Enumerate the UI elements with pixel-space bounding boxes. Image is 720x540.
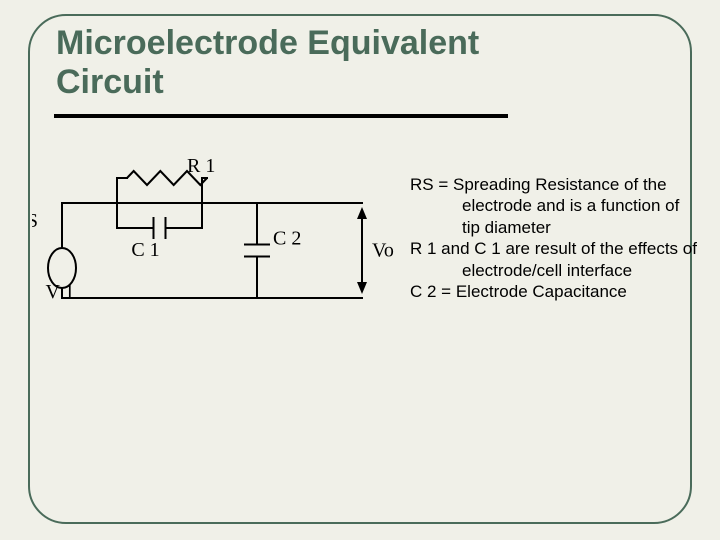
title-line-1: Microelectrode Equivalent [56, 24, 479, 62]
label-r1: R 1 [187, 158, 215, 177]
circuit-diagram: R 1 C 1 C 2 RS V 1 Vo [32, 158, 402, 318]
desc-item-0: RS = Spreading Resistance of the electro… [410, 174, 700, 238]
desc-text: R 1 and C 1 are result of the effects of… [410, 238, 700, 281]
label-vo: Vo [372, 240, 394, 262]
desc-lead: RS = [410, 175, 453, 194]
desc-item-2: C 2 = Electrode Capacitance [410, 281, 700, 302]
label-rs: RS [32, 210, 38, 232]
label-c2: C 2 [273, 228, 301, 250]
desc-text: Electrode Capacitance [456, 282, 627, 301]
label-c1: C 1 [131, 239, 159, 261]
desc-item-1: R 1 and C 1 are result of the effects of… [410, 238, 700, 281]
desc-text: Spreading Resistance of the electrode an… [453, 175, 679, 237]
desc-lead: C 2 = [410, 282, 456, 301]
label-v1: V 1 [45, 281, 74, 303]
title-underline [54, 114, 508, 118]
slide-title: Microelectrode Equivalent Circuit [56, 24, 479, 102]
description-block: RS = Spreading Resistance of the electro… [410, 174, 700, 302]
title-line-2: Circuit [56, 63, 164, 101]
